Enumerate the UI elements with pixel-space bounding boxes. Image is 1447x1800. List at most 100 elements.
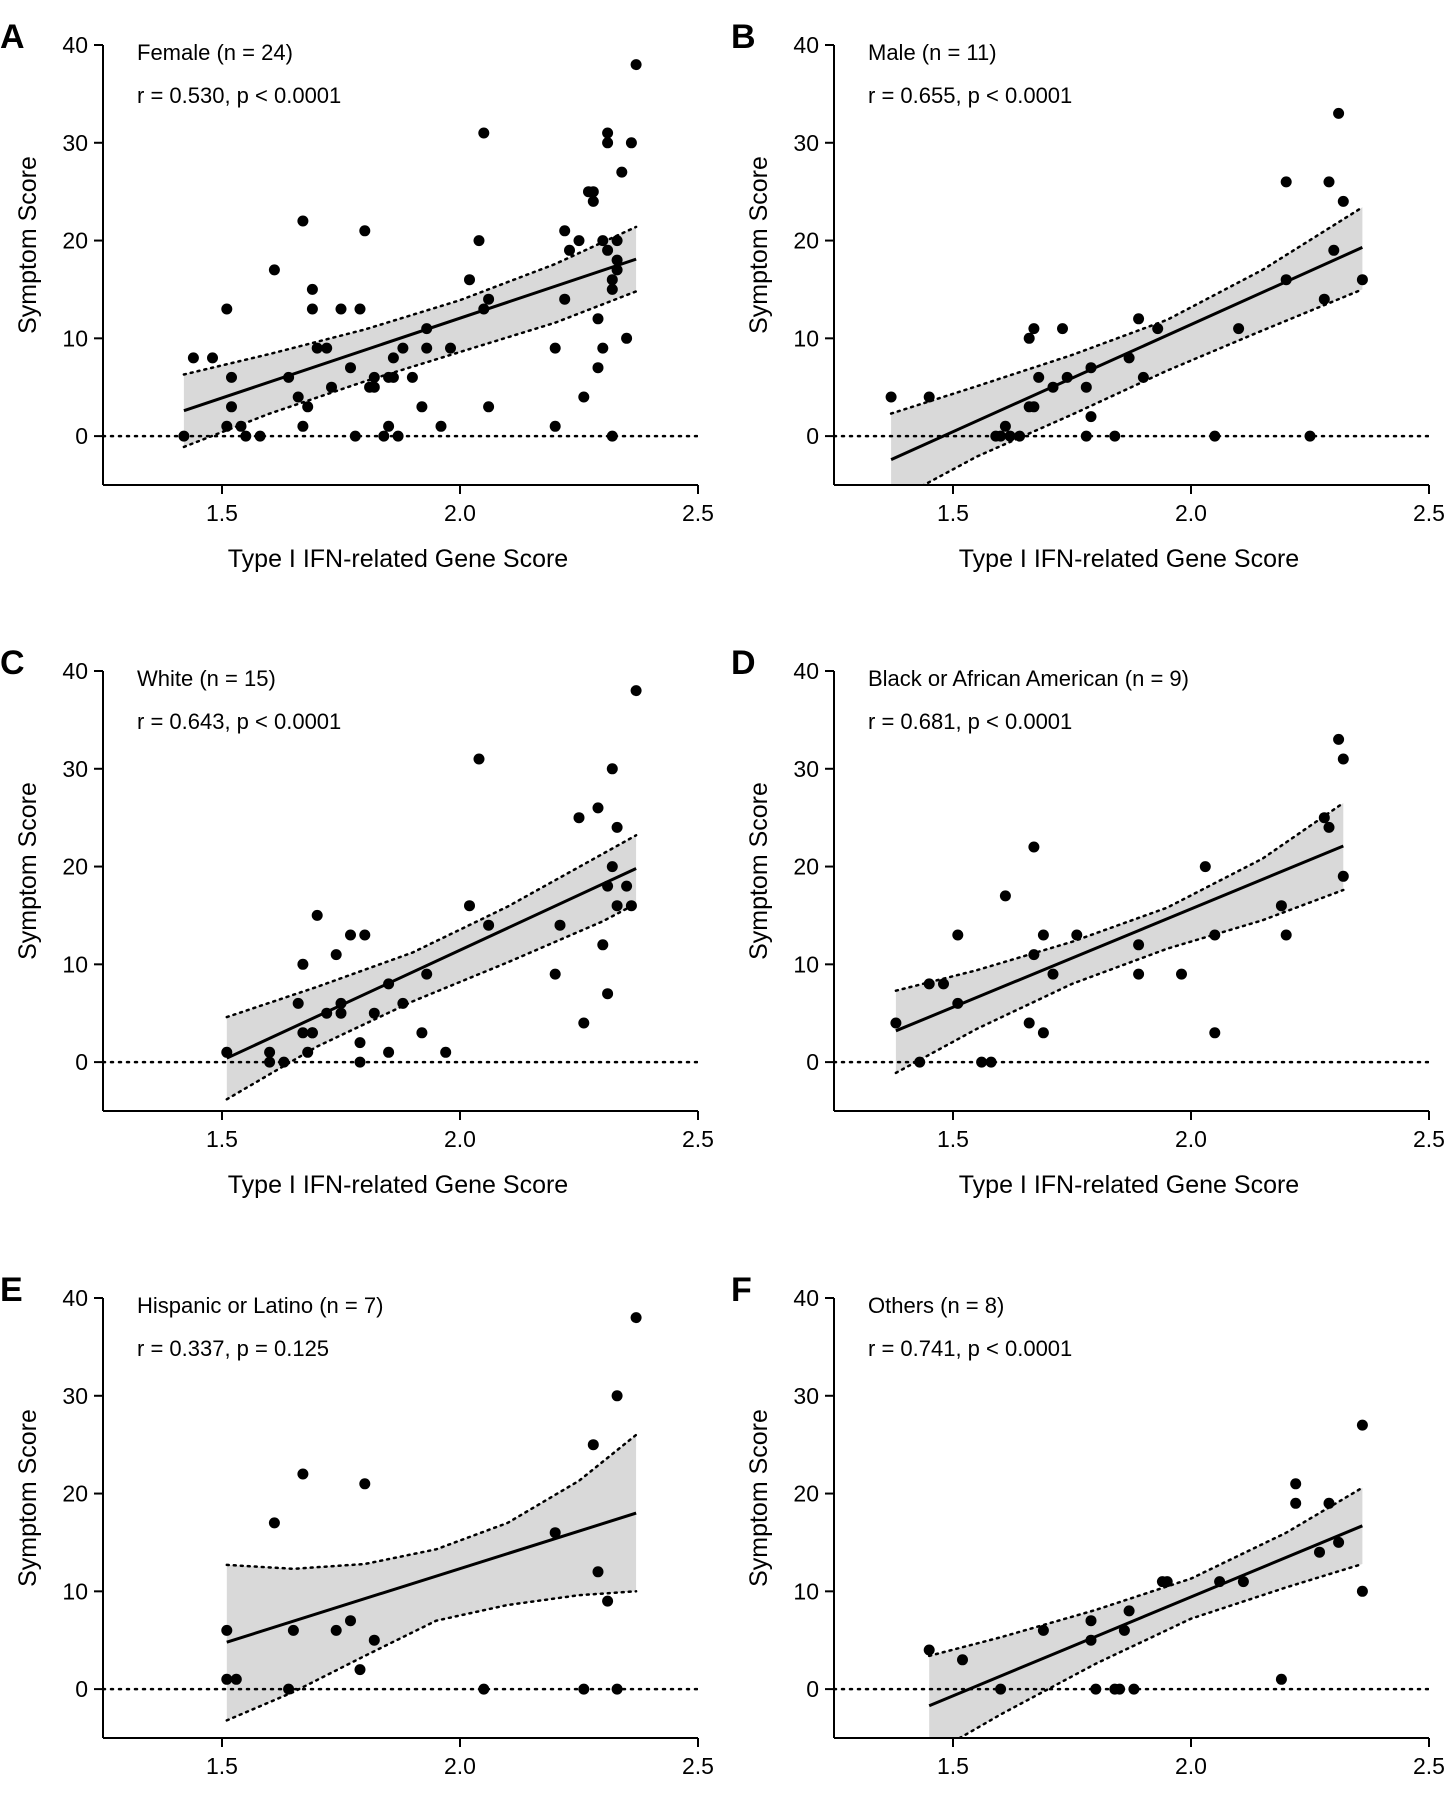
data-point xyxy=(597,342,609,354)
data-point xyxy=(1237,1576,1249,1588)
data-point xyxy=(354,1056,366,1068)
y-tick-label: 30 xyxy=(793,756,819,782)
data-point xyxy=(264,1056,276,1068)
data-point xyxy=(1318,812,1330,824)
data-point xyxy=(478,127,490,139)
data-point xyxy=(625,900,637,912)
data-point xyxy=(354,1664,366,1676)
data-point xyxy=(292,997,304,1009)
confidence-lower-line xyxy=(921,288,1364,485)
data-point xyxy=(923,391,935,403)
data-point xyxy=(345,1615,356,1627)
data-point xyxy=(1133,968,1145,980)
data-point xyxy=(268,1517,280,1529)
data-point xyxy=(602,880,614,892)
x-tick-label: 2.5 xyxy=(1413,500,1445,526)
group-legend: Male (n = 11) xyxy=(868,40,997,65)
data-point xyxy=(1214,1576,1226,1588)
data-point xyxy=(421,323,433,335)
data-point xyxy=(297,215,309,227)
y-tick-label: 0 xyxy=(806,423,819,449)
data-point xyxy=(311,909,323,921)
data-point xyxy=(478,303,490,315)
data-point xyxy=(1280,929,1292,941)
data-point xyxy=(1085,362,1097,374)
confidence-band xyxy=(891,207,1363,485)
regression-line xyxy=(183,257,637,413)
y-tick-label: 40 xyxy=(62,32,88,58)
data-point xyxy=(602,137,614,149)
data-point xyxy=(416,401,428,413)
data-point xyxy=(435,420,447,432)
correlation-stats: r = 0.530, p < 0.0001 xyxy=(137,83,341,108)
x-tick-label: 2.5 xyxy=(1413,1126,1445,1152)
data-point xyxy=(1337,870,1349,882)
data-point xyxy=(326,381,337,393)
x-tick-label: 2.5 xyxy=(682,500,714,526)
data-point xyxy=(592,802,604,814)
data-point xyxy=(952,997,964,1009)
data-point xyxy=(1337,753,1349,765)
data-point xyxy=(592,362,604,374)
correlation-stats: r = 0.655, p < 0.0001 xyxy=(868,83,1072,108)
data-point xyxy=(597,939,609,951)
data-point xyxy=(306,283,318,295)
data-point xyxy=(1333,1536,1345,1548)
data-point xyxy=(1118,1624,1130,1636)
data-point xyxy=(578,1017,590,1029)
data-point xyxy=(625,137,637,149)
data-point xyxy=(1176,968,1187,980)
confidence-band xyxy=(929,1487,1363,1738)
data-point xyxy=(345,362,356,374)
data-point xyxy=(226,401,237,413)
data-point xyxy=(378,430,390,442)
data-point xyxy=(602,244,614,256)
data-point xyxy=(383,1046,395,1058)
data-point xyxy=(1333,733,1345,745)
x-tick-label: 2.5 xyxy=(682,1753,714,1779)
data-point xyxy=(368,381,380,393)
y-axis-title: Symptom Score xyxy=(14,782,42,960)
confidence-band xyxy=(183,226,637,447)
y-tick-label: 40 xyxy=(793,658,819,684)
correlation-stats: r = 0.741, p < 0.0001 xyxy=(868,1336,1072,1361)
confidence-band xyxy=(226,835,637,1100)
data-point xyxy=(1314,1546,1325,1558)
y-tick-label: 20 xyxy=(62,228,88,254)
data-point xyxy=(235,420,247,432)
data-point xyxy=(1028,949,1040,961)
data-point xyxy=(587,186,599,198)
y-tick-label: 10 xyxy=(62,1578,88,1604)
data-point xyxy=(1323,1497,1335,1509)
x-tick-label: 1.5 xyxy=(206,1753,238,1779)
data-point xyxy=(387,371,399,383)
x-tick-label: 2.5 xyxy=(682,1126,714,1152)
data-point xyxy=(602,1595,614,1607)
data-point xyxy=(464,900,475,912)
regression-line xyxy=(928,1524,1363,1708)
data-point xyxy=(406,371,418,383)
y-tick-label: 30 xyxy=(62,756,88,782)
data-point xyxy=(1280,176,1292,188)
y-tick-label: 10 xyxy=(793,1578,819,1604)
y-tick-label: 30 xyxy=(793,130,819,156)
data-point xyxy=(221,1673,233,1685)
data-point xyxy=(264,1046,276,1058)
data-point xyxy=(1109,430,1121,442)
x-tick-label: 2.0 xyxy=(1175,1753,1207,1779)
data-point xyxy=(302,401,314,413)
y-tick-label: 10 xyxy=(793,325,819,351)
data-point xyxy=(1037,1624,1049,1636)
data-point xyxy=(1090,1683,1102,1695)
data-point xyxy=(938,978,949,990)
data-point xyxy=(1123,1605,1135,1617)
data-point xyxy=(254,430,266,442)
data-point xyxy=(1114,1683,1126,1695)
data-point xyxy=(549,968,561,980)
y-tick-label: 40 xyxy=(62,1285,88,1311)
data-point xyxy=(1337,195,1349,207)
data-point xyxy=(1014,430,1026,442)
data-point xyxy=(611,900,623,912)
data-point xyxy=(335,1007,347,1019)
data-point xyxy=(885,391,897,403)
